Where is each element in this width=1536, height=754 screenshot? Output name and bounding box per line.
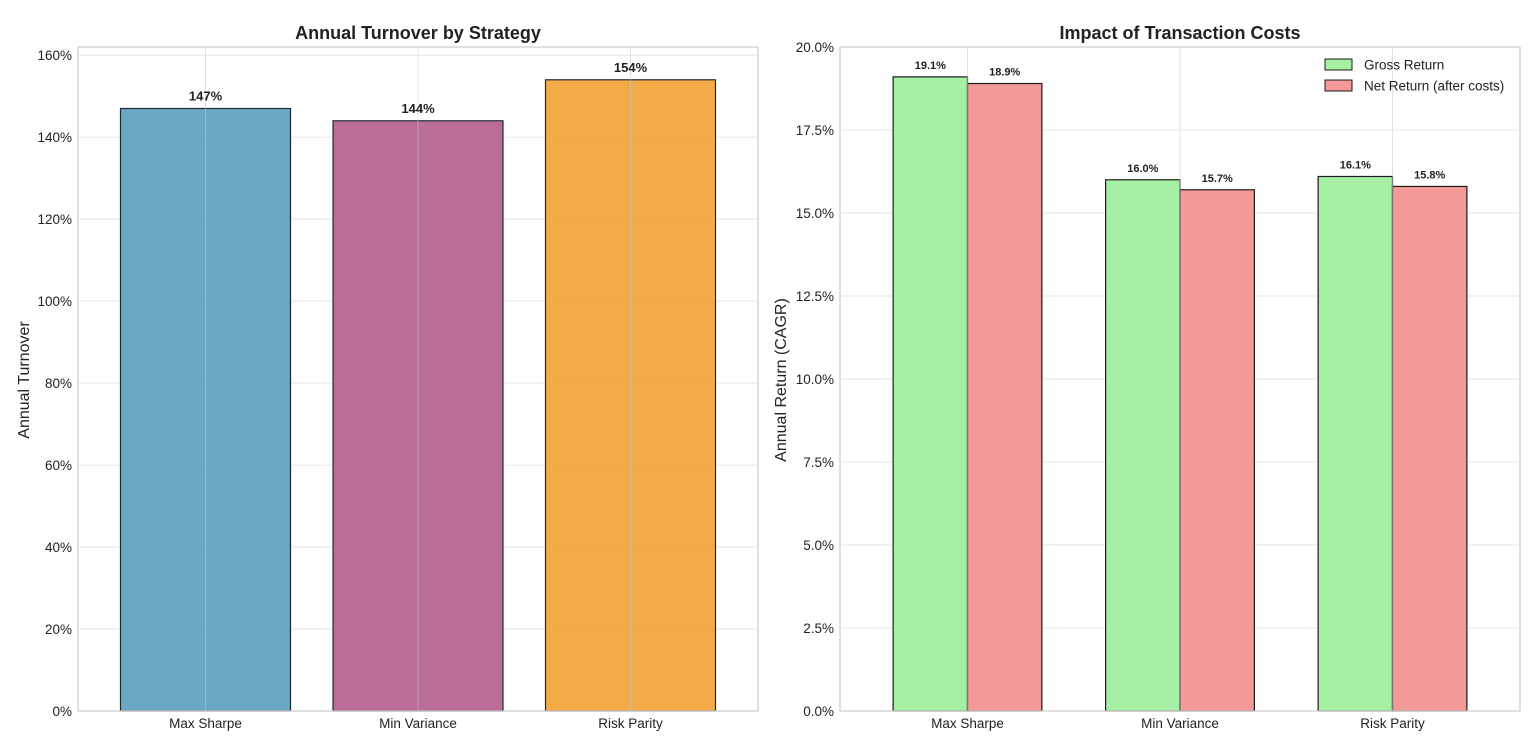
turnover-x-tick-min-variance: Min Variance bbox=[379, 716, 457, 731]
return-x-ticks: Max Sharpe Min Variance Risk Parity bbox=[931, 716, 1425, 731]
turnover-chart: Annual Turnover by Strategy Annual Turno… bbox=[16, 23, 759, 731]
data-label-net-return-after-costs-risk-parity: 15.8% bbox=[1414, 169, 1445, 181]
legend-swatch-net-return-after-costs bbox=[1324, 79, 1353, 92]
turnover-y-ticks: 0% 20% 40% 60% 80% 100% 120% 140% 160% bbox=[37, 48, 72, 719]
data-label-min-variance: 144% bbox=[401, 101, 435, 116]
turnover-x-ticks: Max Sharpe Min Variance Risk Parity bbox=[169, 716, 663, 731]
legend-label-gross-return: Gross Return bbox=[1364, 58, 1444, 73]
return-data-labels: 19.1% 16.0% 16.1% 18.9% 15.7% 15.8% bbox=[915, 60, 1446, 185]
return-y-tick-label: 2.5% bbox=[803, 621, 834, 636]
legend-label-net-return-after-costs: Net Return (after costs) bbox=[1364, 79, 1504, 94]
return-bars bbox=[892, 76, 1468, 712]
turnover-plot-frame bbox=[77, 46, 759, 712]
return-y-axis-label: Annual Return (CAGR) bbox=[773, 298, 790, 462]
bar-net-return-after-costs-max-sharpe bbox=[966, 82, 1043, 712]
transaction-costs-chart-title: Impact of Transaction Costs bbox=[1059, 23, 1300, 43]
bar-net-return-after-costs-min-variance bbox=[1179, 189, 1255, 712]
return-y-tick-label: 15.0% bbox=[796, 206, 834, 221]
return-y-tick-label: 17.5% bbox=[796, 123, 834, 138]
data-label-gross-return-max-sharpe: 19.1% bbox=[915, 60, 946, 72]
turnover-y-tick-label: 20% bbox=[45, 622, 72, 637]
return-x-tick-max-sharpe: Max Sharpe bbox=[931, 716, 1004, 731]
legend-swatch-gross-return bbox=[1324, 58, 1353, 71]
return-y-tick-label: 5.0% bbox=[803, 538, 834, 553]
return-y-tick-label: 20.0% bbox=[796, 40, 834, 55]
bar-gross-return-max-sharpe bbox=[892, 76, 969, 712]
turnover-chart-title: Annual Turnover by Strategy bbox=[295, 23, 541, 43]
turnover-y-tick-label: 80% bbox=[45, 376, 72, 391]
data-label-risk-parity: 154% bbox=[614, 60, 648, 75]
return-y-ticks: 0.0% 2.5% 5.0% 7.5% 10.0% 12.5% 15.0% 17.5% 20.0… bbox=[796, 40, 834, 719]
bar-gross-return-risk-parity bbox=[1317, 175, 1394, 712]
transaction-costs-chart: Impact of Transaction Costs Annual Retur… bbox=[773, 23, 1521, 731]
data-label-gross-return-risk-parity: 16.1% bbox=[1340, 159, 1371, 171]
return-legend: Gross Return Net Return (after costs) bbox=[1324, 58, 1504, 94]
turnover-y-tick-label: 100% bbox=[37, 294, 72, 309]
turnover-y-tick-label: 160% bbox=[37, 48, 72, 63]
turnover-y-tick-label: 60% bbox=[45, 458, 72, 473]
bar-gross-return-min-variance bbox=[1105, 179, 1181, 712]
return-x-tick-min-variance: Min Variance bbox=[1141, 716, 1219, 731]
turnover-y-tick-label: 140% bbox=[37, 130, 72, 145]
bar-net-return-after-costs-risk-parity bbox=[1391, 185, 1468, 712]
turnover-y-axis-label: Annual Turnover bbox=[16, 321, 33, 439]
data-label-max-sharpe: 147% bbox=[189, 88, 223, 103]
turnover-x-tick-risk-parity: Risk Parity bbox=[598, 716, 663, 731]
return-y-tick-label: 10.0% bbox=[796, 372, 834, 387]
turnover-x-tick-max-sharpe: Max Sharpe bbox=[169, 716, 242, 731]
return-y-tick-label: 12.5% bbox=[796, 289, 834, 304]
data-label-net-return-after-costs-min-variance: 15.7% bbox=[1202, 173, 1233, 185]
return-plot-frame bbox=[839, 46, 1521, 712]
return-y-tick-label: 0.0% bbox=[803, 704, 834, 719]
turnover-data-labels: 147% 144% 154% bbox=[189, 60, 648, 116]
turnover-y-tick-label: 0% bbox=[52, 704, 72, 719]
return-vertical-gridlines bbox=[967, 47, 1393, 711]
return-y-tick-label: 7.5% bbox=[803, 455, 834, 470]
return-x-tick-risk-parity: Risk Parity bbox=[1360, 716, 1425, 731]
turnover-y-tick-label: 40% bbox=[45, 540, 72, 555]
turnover-vertical-gridlines bbox=[205, 47, 631, 711]
data-label-net-return-after-costs-max-sharpe: 18.9% bbox=[989, 67, 1020, 79]
turnover-y-tick-label: 120% bbox=[37, 212, 72, 227]
data-label-gross-return-min-variance: 16.0% bbox=[1127, 163, 1158, 175]
